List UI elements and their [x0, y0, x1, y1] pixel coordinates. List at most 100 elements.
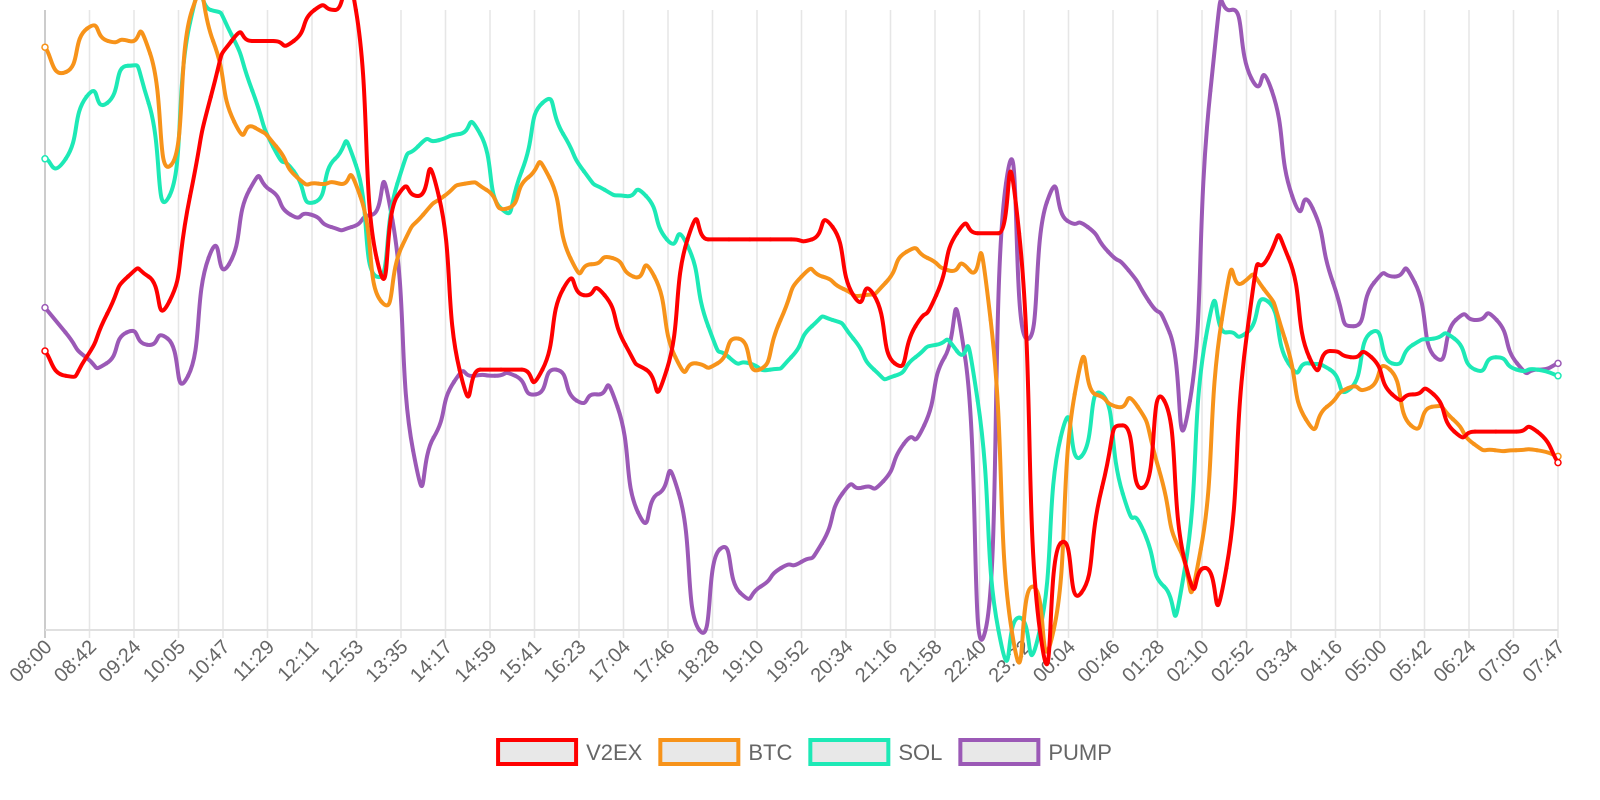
data-point[interactable] [358, 194, 363, 198]
data-point[interactable] [1286, 256, 1291, 260]
data-point[interactable] [872, 293, 877, 298]
data-point[interactable] [105, 101, 110, 105]
data-point[interactable] [1535, 367, 1540, 372]
data-point[interactable] [374, 274, 379, 279]
data-point[interactable] [227, 262, 232, 267]
data-point[interactable] [513, 373, 518, 378]
data-point[interactable] [421, 212, 426, 217]
data-point[interactable] [975, 231, 980, 236]
data-point[interactable] [581, 169, 586, 174]
data-point[interactable] [188, 194, 193, 198]
data-point[interactable] [615, 404, 620, 409]
data-point[interactable] [715, 361, 720, 366]
data-point[interactable] [1009, 628, 1014, 632]
data-point[interactable] [1282, 336, 1287, 341]
data-point[interactable] [1494, 318, 1499, 322]
data-point[interactable] [789, 355, 794, 360]
data-point[interactable] [329, 225, 334, 229]
data-point[interactable] [1369, 355, 1374, 360]
data-point[interactable] [106, 39, 111, 43]
data-point[interactable] [1147, 299, 1152, 304]
data-point[interactable] [253, 125, 258, 130]
data-point[interactable] [85, 26, 90, 31]
data-point[interactable] [1100, 485, 1105, 490]
data-point[interactable] [954, 231, 959, 236]
data-point[interactable] [840, 491, 845, 496]
data-point[interactable] [1208, 88, 1213, 93]
data-point[interactable] [463, 181, 468, 186]
data-point[interactable] [353, 163, 358, 167]
data-point[interactable] [436, 138, 441, 143]
data-point[interactable] [568, 256, 573, 260]
data-point[interactable] [229, 32, 234, 37]
data-point[interactable] [946, 268, 951, 273]
data-point[interactable] [211, 39, 216, 43]
data-point[interactable] [274, 144, 279, 149]
data-point[interactable] [416, 144, 421, 149]
data-point[interactable] [1310, 206, 1315, 211]
data-point[interactable] [484, 187, 489, 192]
data-point[interactable] [1331, 280, 1336, 285]
data-point[interactable] [519, 169, 524, 174]
data-point[interactable] [1453, 318, 1458, 322]
data-point[interactable] [124, 330, 129, 335]
data-point[interactable] [644, 367, 649, 372]
data-point[interactable] [41, 303, 49, 312]
data-point[interactable] [768, 367, 773, 372]
data-point[interactable] [758, 584, 763, 589]
data-point[interactable] [652, 274, 657, 279]
data-point[interactable] [1065, 218, 1070, 223]
data-point[interactable] [860, 485, 865, 490]
data-point[interactable] [664, 367, 669, 372]
data-point[interactable] [872, 367, 877, 372]
data-point[interactable] [1328, 367, 1333, 372]
data-point[interactable] [799, 274, 804, 279]
data-point[interactable] [574, 398, 579, 403]
data-point[interactable] [63, 330, 68, 335]
data-point[interactable] [1493, 429, 1498, 434]
data-point[interactable] [934, 342, 939, 347]
legend-item-sol[interactable]: SOL [808, 738, 942, 766]
data-point[interactable] [104, 361, 109, 366]
data-point[interactable] [789, 237, 794, 242]
data-point[interactable] [250, 39, 255, 43]
data-point[interactable] [208, 94, 213, 99]
data-point[interactable] [1450, 417, 1455, 422]
data-point[interactable] [431, 435, 436, 440]
data-point[interactable] [492, 373, 497, 378]
data-point[interactable] [451, 380, 456, 384]
data-point[interactable] [1269, 88, 1274, 93]
data-point[interactable] [519, 367, 524, 372]
data-point[interactable] [1079, 590, 1084, 595]
data-point[interactable] [41, 347, 49, 355]
data-point[interactable] [229, 39, 234, 43]
data-point[interactable] [64, 70, 69, 74]
data-point[interactable] [726, 355, 731, 360]
data-point[interactable] [312, 8, 317, 12]
data-point[interactable] [1141, 528, 1146, 533]
data-point[interactable] [996, 628, 1001, 632]
data-point[interactable] [127, 39, 132, 43]
legend-item-btc[interactable]: BTC [658, 738, 792, 766]
data-point[interactable] [883, 280, 888, 285]
data-point[interactable] [533, 392, 538, 397]
data-point[interactable] [478, 132, 483, 136]
data-point[interactable] [1051, 628, 1056, 632]
data-point[interactable] [610, 256, 615, 260]
data-point[interactable] [1203, 336, 1208, 341]
data-point[interactable] [975, 398, 980, 403]
data-point[interactable] [1515, 361, 1520, 366]
data-point[interactable] [595, 392, 600, 397]
data-point[interactable] [1162, 398, 1167, 403]
data-point[interactable] [1079, 454, 1084, 459]
data-point[interactable] [1120, 491, 1125, 496]
data-point[interactable] [1017, 231, 1022, 236]
data-point[interactable] [267, 187, 272, 192]
data-point[interactable] [1058, 541, 1063, 546]
data-point[interactable] [602, 187, 607, 192]
data-point[interactable] [673, 355, 678, 360]
data-point[interactable] [706, 324, 711, 329]
data-point[interactable] [922, 423, 927, 428]
data-point[interactable] [1017, 615, 1022, 620]
data-point[interactable] [996, 231, 1001, 236]
